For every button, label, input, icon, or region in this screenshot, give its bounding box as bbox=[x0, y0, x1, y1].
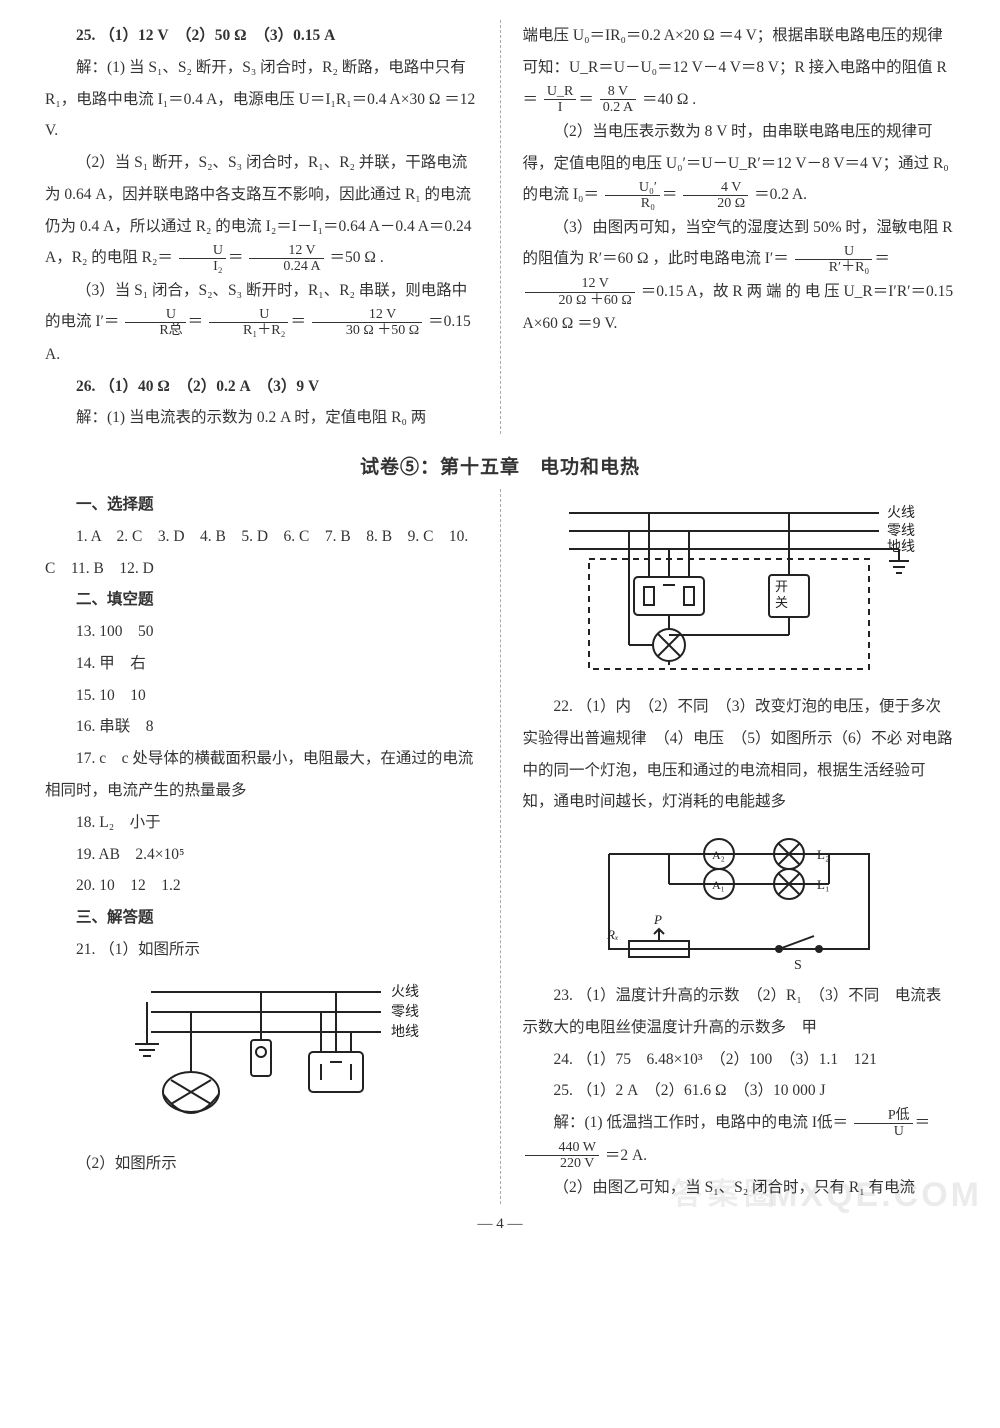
upper-left-col: 25. （1）12 V （2）50 Ω （3）0.15 A 解：(1) 当 S₁… bbox=[45, 20, 478, 434]
q25-sol2: （2）当 S₁ 断开，S₂、S₃ 闭合时，R₁、R₂ 并联，干路电流为 0.64… bbox=[45, 147, 478, 275]
q25-sol1: 解：(1) 当 S₁、S₂ 断开，S₃ 闭合时，R₂ 断路，电路中只有 R₁，电… bbox=[45, 52, 478, 147]
q20: 20. 10 12 1.2 bbox=[45, 870, 478, 902]
frac-ur-i: U_R I bbox=[544, 84, 576, 116]
label-zero-2: 零线 bbox=[887, 523, 915, 539]
circuit-21-1: 火线 零线 地线 bbox=[91, 972, 431, 1142]
q26-c2-b: ＝0.2 A. bbox=[754, 186, 807, 203]
upper-region: 25. （1）12 V （2）50 Ω （3）0.15 A 解：(1) 当 S₁… bbox=[45, 20, 955, 434]
q15: 15. 10 10 bbox=[45, 680, 478, 712]
frac-u-rtot: U R总 bbox=[125, 307, 185, 339]
label-l1: L₁ bbox=[817, 877, 829, 892]
label-l2: L₂ bbox=[817, 847, 829, 862]
frac-12v-024a: 12 V 0.24 A bbox=[249, 243, 323, 275]
heading-fill: 二、填空题 bbox=[45, 584, 478, 616]
label-s: S bbox=[794, 958, 802, 973]
label-a2: A₂ bbox=[712, 848, 725, 862]
q16: 16. 串联 8 bbox=[45, 711, 478, 743]
watermark-cn: 答案圈 bbox=[672, 1169, 780, 1213]
q26-cont-3: （3）由图丙可知，当空气的湿度达到 50% 时，湿敏电阻 R 的阻值为 R′＝6… bbox=[523, 212, 956, 340]
frac-u-r1r2: U R₁＋R₂ bbox=[209, 307, 288, 339]
label-ground-2: 地线 bbox=[887, 539, 915, 555]
q25-header: 25. （1）12 V （2）50 Ω （3）0.15 A bbox=[45, 20, 478, 52]
q25-sol3: （3）当 S₁ 闭合，S₂、S₃ 断开时，R₁、R₂ 串联，则电路中的电流 I′… bbox=[45, 275, 478, 371]
q18: 18. L₂ 小于 bbox=[45, 807, 478, 839]
label-ground: 地线 bbox=[391, 1024, 419, 1040]
q17: 17. c c 处导体的横截面积最小，电阻最大，在通过的电流相同时，电流产生的热… bbox=[45, 743, 478, 807]
label-fire: 火线 bbox=[391, 984, 419, 1000]
page: 25. （1）12 V （2）50 Ω （3）0.15 A 解：(1) 当 S₁… bbox=[0, 0, 1000, 1263]
frac-8v-02a: 8 V 0.2 A bbox=[600, 84, 636, 116]
frac-plow-u: P低 U bbox=[854, 1108, 913, 1140]
q14: 14. 甲 右 bbox=[45, 648, 478, 680]
q25b: 25. （1）2 A （2）61.6 Ω （3）10 000 J bbox=[523, 1075, 956, 1107]
mc-answers: 1. A 2. C 3. D 4. B 5. D 6. C 7. B 8. B … bbox=[45, 521, 478, 585]
frac-12v-80ohm-b: 12 V 20 Ω ＋60 Ω bbox=[525, 276, 635, 308]
page-number: — 4 — bbox=[45, 1216, 955, 1233]
q26-c3-a: （3）由图丙可知，当空气的湿度达到 50% 时，湿敏电阻 R 的阻值为 R′＝6… bbox=[523, 219, 953, 268]
q26-c1-b: ＝40 Ω . bbox=[642, 91, 696, 108]
q26-c1-a: 端电压 U₀＝IR₀＝0.2 A×20 Ω ＝4 V；根据串联电路电压的规律可知… bbox=[523, 27, 947, 108]
lower-region: 一、选择题 1. A 2. C 3. D 4. B 5. D 6. C 7. B… bbox=[45, 489, 955, 1204]
label-a1: A₁ bbox=[712, 878, 725, 892]
q19: 19. AB 2.4×10⁵ bbox=[45, 839, 478, 871]
label-rx: Rₓ bbox=[606, 927, 619, 942]
circuit-22: A₂ A₁ L₂ L₁ Rₓ P S bbox=[569, 824, 909, 974]
lower-left-col: 一、选择题 1. A 2. C 3. D 4. B 5. D 6. C 7. B… bbox=[45, 489, 478, 1204]
frac-4v-20ohm: 4 V 20 Ω bbox=[683, 180, 748, 212]
upper-right-col: 端电压 U₀＝IR₀＝0.2 A×20 Ω ＝4 V；根据串联电路电压的规律可知… bbox=[523, 20, 956, 434]
frac-440-220: 440 W 220 V bbox=[525, 1140, 599, 1172]
q26-header: 26. （1）40 Ω （2）0.2 A （3）9 V bbox=[45, 371, 478, 403]
circuit-21-2: 火线 零线 地线 开 关 bbox=[539, 495, 939, 685]
q21b: （2）如图所示 bbox=[45, 1148, 478, 1180]
q21a: 21. （1）如图所示 bbox=[45, 934, 478, 966]
q26-sol1: 解：(1) 当电流表的示数为 0.2 A 时，定值电阻 R₀ 两 bbox=[45, 402, 478, 434]
q25b-s1-a: 解：(1) 低温挡工作时，电路中的电流 I低＝ bbox=[554, 1114, 849, 1131]
frac-u0-r0: U₀′ R₀ bbox=[605, 180, 660, 212]
q13: 13. 100 50 bbox=[45, 616, 478, 648]
q24: 24. （1）75 6.48×10³ （2）100 （3）1.1 121 bbox=[523, 1044, 956, 1076]
frac-u-rprime: U R′＋R₀ bbox=[795, 244, 873, 276]
label-fire-2: 火线 bbox=[887, 505, 915, 521]
q26-cont-1: 端电压 U₀＝IR₀＝0.2 A×20 Ω ＝4 V；根据串联电路电压的规律可知… bbox=[523, 20, 956, 116]
section-title: 试卷⑤：第十五章 电功和电热 bbox=[45, 452, 955, 479]
q26-cont-2: （2）当电压表示数为 8 V 时，由串联电路电压的规律可得，定值电阻的电压 U₀… bbox=[523, 116, 956, 212]
label-zero: 零线 bbox=[391, 1004, 419, 1020]
vertical-divider-top bbox=[500, 20, 501, 434]
lower-right-col: 火线 零线 地线 开 关 22. （1）内 （2）不同 （3）改变灯泡的电压，便… bbox=[523, 489, 956, 1204]
label-p: P bbox=[653, 912, 662, 927]
watermark-en: MXQE.COM bbox=[769, 1176, 982, 1215]
frac-u-i2: U I₂ bbox=[179, 243, 226, 275]
q23: 23. （1）温度计升高的示数 （2）R₁ （3）不同 电流表示数大的电阻丝使温… bbox=[523, 980, 956, 1044]
label-switch2: 关 bbox=[775, 595, 788, 610]
label-switch: 开 bbox=[775, 579, 788, 594]
q25b-s1-b: ＝2 A. bbox=[605, 1147, 647, 1164]
vertical-divider-bottom bbox=[500, 489, 501, 1204]
heading-essay: 三、解答题 bbox=[45, 902, 478, 934]
q22: 22. （1）内 （2）不同 （3）改变灯泡的电压，便于多次实验得出普遍规律 （… bbox=[523, 691, 956, 818]
q25-s2-text-b: ＝50 Ω . bbox=[330, 249, 384, 266]
frac-12v-80ohm: 12 V 30 Ω ＋50 Ω bbox=[312, 307, 422, 339]
heading-mc: 一、选择题 bbox=[45, 489, 478, 521]
q25b-sol1: 解：(1) 低温挡工作时，电路中的电流 I低＝ P低 U ＝ 440 W 220… bbox=[523, 1107, 956, 1172]
